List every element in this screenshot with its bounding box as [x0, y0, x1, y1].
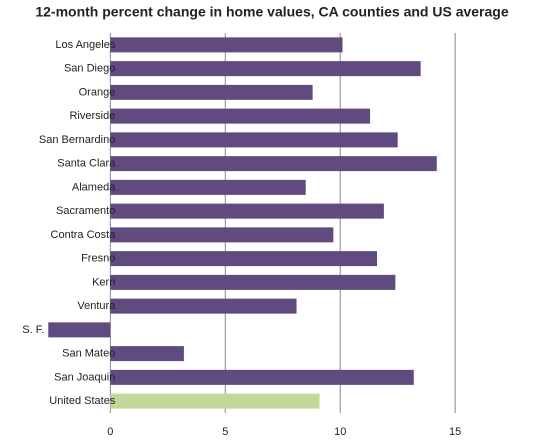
- y-tick-label: Los Angeles: [55, 39, 115, 51]
- y-tick-label: Contra Costa: [51, 229, 117, 241]
- bar: [110, 298, 297, 314]
- y-tick-label: San Diego: [64, 63, 115, 75]
- bar: [110, 227, 334, 243]
- bar: [110, 84, 313, 100]
- x-tick-label: 5: [222, 426, 228, 438]
- y-tick-label: United States: [49, 395, 116, 407]
- chart-title: 12-month percent change in home values, …: [35, 4, 508, 20]
- bar: [110, 156, 437, 172]
- y-tick-label: Sacramento: [56, 205, 115, 217]
- bar: [110, 251, 377, 267]
- x-tick-label: 10: [334, 426, 346, 438]
- bar: [48, 322, 111, 338]
- y-tick-label: Santa Clara: [57, 158, 116, 170]
- y-tick-label: San Mateo: [62, 348, 115, 360]
- y-tick-label: S. F.: [22, 324, 44, 336]
- y-tick-label: San Joaquin: [54, 371, 115, 383]
- bar: [110, 61, 421, 77]
- y-tick-label: Alameda: [72, 181, 116, 193]
- x-tick-label: 0: [107, 426, 113, 438]
- y-tick-label: Riverside: [69, 110, 115, 122]
- bar: [110, 274, 396, 290]
- y-tick-label: Kern: [92, 276, 115, 288]
- bar: [110, 132, 398, 148]
- y-tick-label: San Bernardino: [39, 134, 115, 146]
- y-tick-label: Orange: [79, 86, 116, 98]
- bar: [110, 346, 184, 362]
- bar: [110, 179, 306, 195]
- bar: [110, 393, 320, 409]
- x-tick-label: 15: [449, 426, 461, 438]
- bar: [110, 203, 384, 219]
- y-tick-label: Ventura: [77, 300, 116, 312]
- bar: [110, 108, 371, 124]
- bar: [110, 37, 343, 53]
- bar: [110, 369, 414, 385]
- y-tick-label: Fresno: [81, 253, 115, 265]
